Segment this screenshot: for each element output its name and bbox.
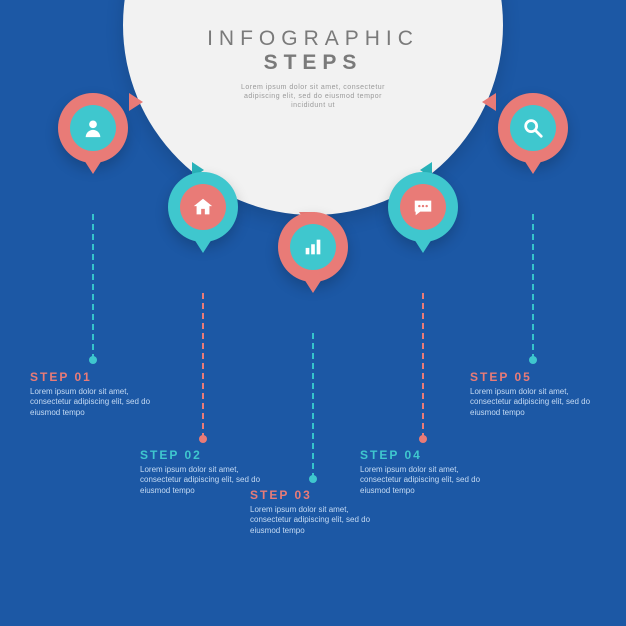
infographic-canvas: INFOGRAPHICSTEPSLorem ipsum dolor sit am… [0, 0, 626, 626]
step-bubble-inner [70, 105, 116, 151]
step-connector [422, 293, 424, 439]
bubble-tail [524, 160, 542, 174]
step-text-block: STEP 04 Lorem ipsum dolor sit amet, conse… [360, 448, 490, 496]
step-4 [388, 0, 458, 626]
step-bubble [58, 93, 128, 163]
bubble-tail [84, 160, 102, 174]
bubble-tail [414, 239, 432, 253]
step-bubble [168, 172, 238, 242]
step-text-block: STEP 01 Lorem ipsum dolor sit amet, conse… [30, 370, 160, 418]
step-2 [168, 0, 238, 626]
step-text-block: STEP 05 Lorem ipsum dolor sit amet, conse… [470, 370, 600, 418]
step-connector [92, 214, 94, 360]
step-connector [312, 333, 314, 479]
user-icon [82, 117, 104, 139]
bubble-tail [194, 239, 212, 253]
step-body: Lorem ipsum dolor sit amet, consectetur … [30, 387, 160, 418]
step-dot [89, 356, 97, 364]
step-label: STEP 01 [30, 370, 160, 384]
step-bubble-inner [510, 105, 556, 151]
step-bubble-inner [400, 184, 446, 230]
step-1 [58, 0, 128, 626]
chat-icon [412, 196, 434, 218]
pointer-triangle [482, 93, 496, 111]
step-bubble-inner [180, 184, 226, 230]
step-bubble [498, 93, 568, 163]
bars-icon [302, 236, 324, 258]
step-connector [532, 214, 534, 360]
step-bubble [388, 172, 458, 242]
step-body: Lorem ipsum dolor sit amet, consectetur … [250, 505, 380, 536]
home-icon [192, 196, 214, 218]
step-label: STEP 04 [360, 448, 490, 462]
bubble-tail [304, 279, 322, 293]
step-bubble [278, 212, 348, 282]
step-dot [199, 435, 207, 443]
pointer-triangle [129, 93, 143, 111]
step-label: STEP 05 [470, 370, 600, 384]
step-bubble-inner [290, 224, 336, 270]
step-connector [202, 293, 204, 439]
step-body: Lorem ipsum dolor sit amet, consectetur … [470, 387, 600, 418]
step-body: Lorem ipsum dolor sit amet, consectetur … [360, 465, 490, 496]
step-dot [419, 435, 427, 443]
step-5 [498, 0, 568, 626]
search-icon [522, 117, 544, 139]
step-label: STEP 02 [140, 448, 270, 462]
step-dot [529, 356, 537, 364]
step-dot [309, 475, 317, 483]
